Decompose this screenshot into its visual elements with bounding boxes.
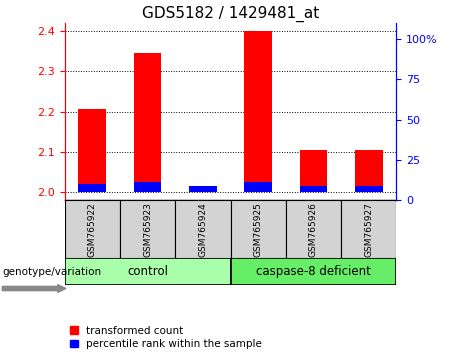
Title: GDS5182 / 1429481_at: GDS5182 / 1429481_at [142, 5, 319, 22]
Bar [244, 31, 272, 192]
Bar [78, 184, 106, 192]
Bar [355, 185, 383, 192]
Bar [230, 258, 396, 285]
Bar [300, 185, 327, 192]
Bar [230, 200, 286, 258]
Bar [65, 200, 120, 258]
Text: genotype/variation: genotype/variation [2, 267, 101, 277]
Bar [175, 200, 230, 258]
Legend: transformed count, percentile rank within the sample: transformed count, percentile rank withi… [70, 326, 262, 349]
Bar [189, 185, 217, 192]
Text: GSM765927: GSM765927 [364, 202, 373, 257]
Text: GSM765924: GSM765924 [198, 202, 207, 257]
Bar [286, 200, 341, 258]
Text: caspase-8 deficient: caspase-8 deficient [256, 265, 371, 278]
Bar [134, 182, 161, 192]
Bar [65, 258, 230, 285]
Bar [341, 200, 396, 258]
Bar [78, 109, 106, 192]
Text: control: control [127, 265, 168, 278]
Text: GSM765922: GSM765922 [88, 202, 97, 257]
Text: GSM765923: GSM765923 [143, 202, 152, 257]
Bar [244, 182, 272, 192]
Bar [134, 53, 161, 192]
Bar [355, 150, 383, 192]
Bar [120, 200, 175, 258]
Text: GSM765925: GSM765925 [254, 202, 263, 257]
Text: GSM765926: GSM765926 [309, 202, 318, 257]
Bar [300, 150, 327, 192]
